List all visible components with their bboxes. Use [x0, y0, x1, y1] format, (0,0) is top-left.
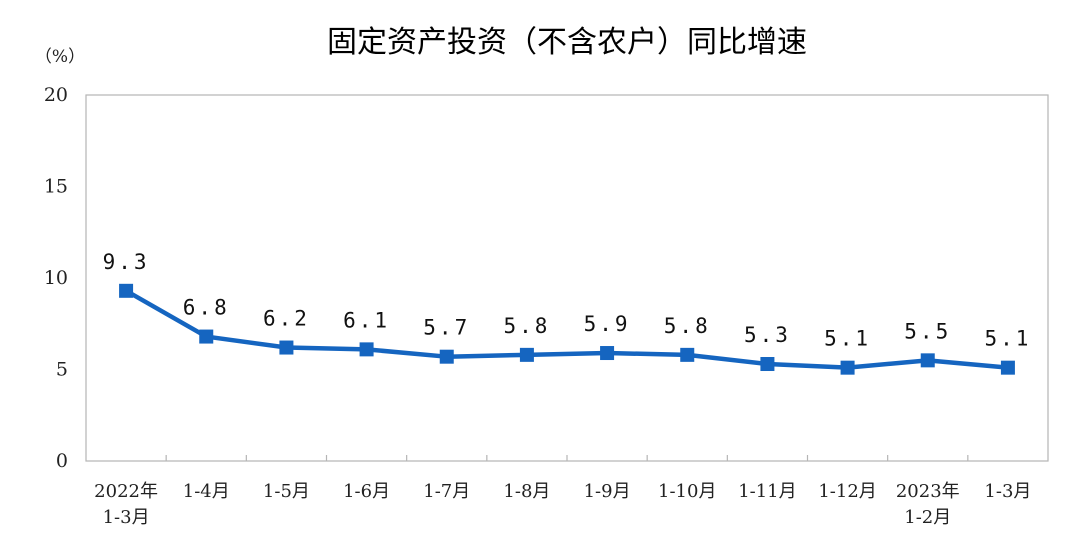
y-tick-label: 15 [44, 176, 68, 198]
data-label: 5.1 [824, 327, 871, 351]
x-tick-label: 1-9月 [584, 481, 631, 502]
data-labels: 9.3 6.8 6.2 6.1 5.7 5.8 5.9 5.8 5.3 5.1 5.5 5.1 [103, 250, 1031, 351]
data-label: 5.8 [503, 314, 550, 338]
x-tick-label: 1-3月 [984, 481, 1031, 502]
x-tick-label: 2022年 [94, 481, 158, 502]
data-point-marker [600, 346, 615, 361]
x-tick-label: 1-12月 [818, 481, 876, 502]
x-tick-label: 1-6月 [343, 481, 390, 502]
data-point-marker [199, 329, 214, 344]
y-tick-label: 20 [44, 84, 68, 106]
chart-title: 固定资产投资（不含农户）同比增速 [327, 25, 807, 60]
x-tick-label: 2023年 [896, 481, 960, 502]
data-label: 6.8 [183, 296, 230, 320]
data-label: 5.3 [744, 323, 791, 347]
x-tick-label: 1-8月 [503, 481, 550, 502]
x-tick-label: 1-4月 [183, 481, 230, 502]
data-point-marker [439, 349, 454, 364]
y-axis: 0 5 10 15 20 [44, 84, 68, 472]
data-point-marker [1000, 360, 1015, 375]
data-point-marker [279, 340, 294, 355]
series-group [119, 283, 1015, 375]
x-tick-label: 1-7月 [423, 481, 470, 502]
x-axis: 2022年 1-3月 1-4月 1-5月 1-6月 1-7月 1-8月 1-9月 1-10月 1-… [94, 455, 1031, 528]
data-label: 9.3 [103, 250, 150, 274]
data-label: 6.1 [343, 308, 390, 332]
series-line [124, 288, 1009, 370]
x-tick-label: 1-11月 [738, 481, 796, 502]
data-point-marker [519, 347, 534, 362]
data-point-marker [680, 347, 695, 362]
data-point-marker [920, 353, 935, 368]
y-tick-label: 0 [56, 450, 68, 472]
x-tick-label: 1-3月 [103, 507, 150, 528]
data-point-marker [760, 357, 775, 372]
y-tick-label: 5 [56, 359, 68, 381]
data-label: 5.7 [423, 316, 470, 340]
x-tick-label: 1-10月 [658, 481, 716, 502]
y-axis-unit: （%） [35, 47, 85, 67]
data-label: 5.9 [584, 312, 631, 336]
data-label: 5.1 [984, 327, 1031, 351]
data-point-marker [359, 342, 374, 357]
data-label: 5.5 [904, 319, 951, 343]
y-tick-label: 10 [44, 267, 68, 289]
data-label: 5.8 [664, 314, 711, 338]
x-tick-label: 1-5月 [263, 481, 310, 502]
plot-frame [85, 94, 1049, 462]
x-tick-label: 1-2月 [904, 507, 951, 528]
data-point-marker [119, 283, 134, 298]
data-label: 6.2 [263, 307, 310, 331]
data-point-marker [840, 360, 855, 375]
